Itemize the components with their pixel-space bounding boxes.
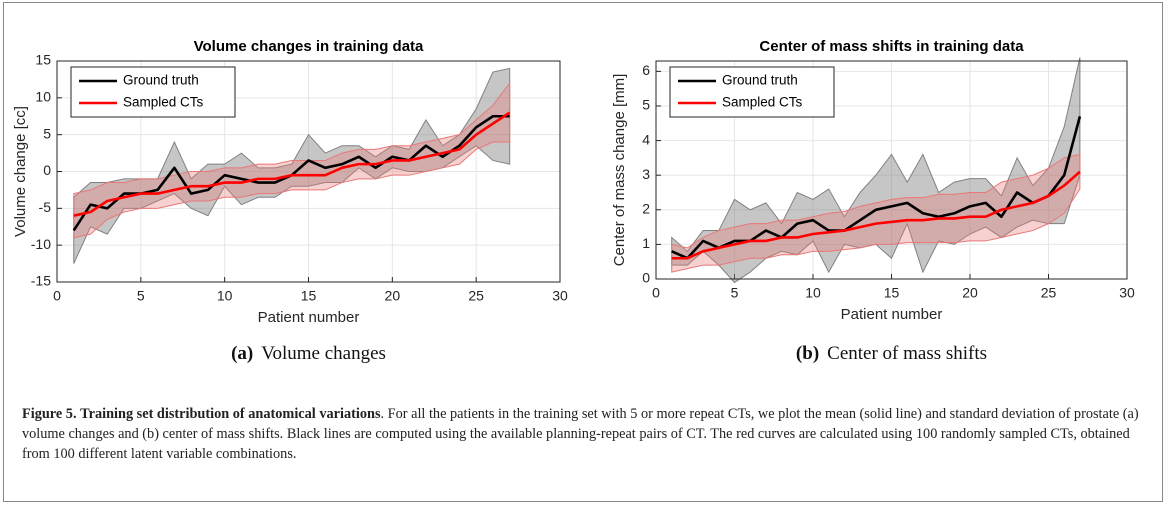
y-tick-label: -5 bbox=[39, 199, 52, 215]
y-tick-label: 4 bbox=[642, 131, 650, 147]
x-tick-label: 30 bbox=[552, 288, 568, 304]
x-tick-label: 0 bbox=[652, 285, 660, 301]
mean-line bbox=[73, 111, 511, 217]
x-axis-label: Patient number bbox=[841, 306, 943, 323]
y-tick-label: -15 bbox=[31, 273, 51, 289]
legend-box bbox=[70, 66, 236, 118]
x-tick-label: 25 bbox=[1041, 285, 1057, 301]
y-tick-label: 15 bbox=[35, 52, 51, 68]
x-tick-label: 20 bbox=[385, 288, 401, 304]
x-axis-label: Patient number bbox=[258, 309, 360, 326]
figure-caption: Figure 5. Training set distribution of a… bbox=[22, 404, 1142, 464]
legend-label: Sampled CTs bbox=[123, 95, 204, 110]
y-tick-label: 0 bbox=[43, 162, 51, 178]
legend-label: Ground truth bbox=[722, 73, 798, 88]
y-tick-label: 3 bbox=[642, 166, 650, 182]
y-axis-label: Volume change [cc] bbox=[12, 106, 29, 237]
mean-line bbox=[671, 116, 1082, 260]
caption-title: Training set distribution of anatomical … bbox=[80, 406, 381, 422]
y-tick-label: 5 bbox=[43, 125, 51, 141]
subcaption-label: (b) bbox=[796, 343, 819, 364]
std-band bbox=[73, 81, 511, 239]
legend-label: Sampled CTs bbox=[722, 95, 803, 110]
y-tick-label: 6 bbox=[642, 62, 650, 78]
subcaption: (b) Center of mass shifts bbox=[796, 343, 987, 364]
caption-label: Figure 5. bbox=[22, 406, 77, 422]
subcaption: (a) Volume changes bbox=[231, 343, 386, 364]
chart-title: Center of mass shifts in training data bbox=[759, 38, 1024, 55]
x-tick-label: 20 bbox=[962, 285, 978, 301]
subcaption-text: Volume changes bbox=[261, 343, 386, 364]
legend-label: Ground truth bbox=[123, 73, 199, 88]
x-tick-label: 0 bbox=[53, 288, 61, 304]
x-tick-label: 10 bbox=[217, 288, 233, 304]
x-tick-label: 25 bbox=[468, 288, 484, 304]
y-tick-label: -10 bbox=[31, 236, 51, 252]
y-tick-label: 1 bbox=[642, 235, 650, 251]
chart-title: Volume changes in training data bbox=[194, 38, 424, 55]
legend-box bbox=[669, 66, 835, 118]
subcaption-text: Center of mass shifts bbox=[827, 343, 987, 364]
subcaption-label: (a) bbox=[231, 343, 253, 364]
y-tick-label: 5 bbox=[642, 97, 650, 113]
x-tick-label: 5 bbox=[731, 285, 739, 301]
figure-frame bbox=[3, 2, 1163, 502]
x-tick-label: 10 bbox=[805, 285, 821, 301]
x-tick-label: 5 bbox=[137, 288, 145, 304]
axes-box bbox=[56, 60, 561, 283]
y-tick-label: 2 bbox=[642, 200, 650, 216]
x-tick-label: 15 bbox=[884, 285, 900, 301]
axes-box bbox=[655, 60, 1128, 280]
mean-line bbox=[671, 170, 1081, 260]
x-tick-label: 15 bbox=[301, 288, 317, 304]
std-band bbox=[671, 153, 1081, 273]
std-band bbox=[73, 67, 511, 264]
x-tick-label: 30 bbox=[1119, 285, 1135, 301]
y-axis-label: Center of mass change [mm] bbox=[611, 74, 628, 267]
y-tick-label: 10 bbox=[35, 89, 51, 105]
y-tick-label: 0 bbox=[642, 270, 650, 286]
caption-text: . For all the patients in the training s… bbox=[22, 406, 1139, 462]
